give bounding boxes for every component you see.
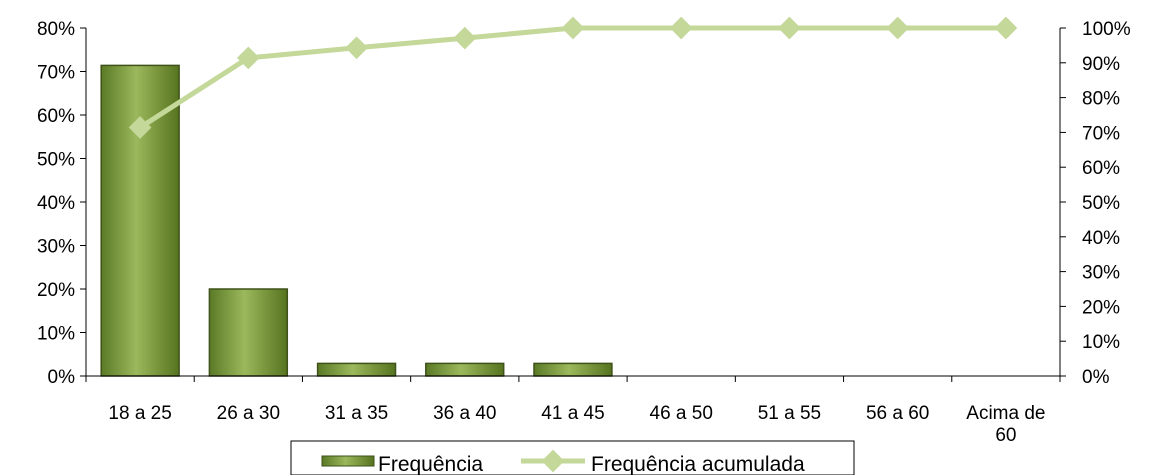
y-right-tick-label: 50% — [1082, 193, 1120, 214]
y-right-tick-label: 70% — [1082, 123, 1120, 144]
x-tick-label: 51 a 55 — [758, 403, 821, 424]
x-tick-label: 18 a 25 — [108, 403, 171, 424]
x-tick-label: 26 a 30 — [217, 403, 280, 424]
y-left-tick-label: 40% — [37, 193, 75, 214]
cumulative-point — [778, 16, 801, 40]
cumulative-point — [669, 16, 693, 40]
x-tick-label: 36 a 40 — [433, 403, 496, 424]
x-tick-label: 31 a 35 — [325, 403, 388, 424]
bar-41-a-45 — [533, 362, 613, 377]
cumulative-point — [886, 16, 910, 40]
legend-bar-swatch — [321, 455, 375, 467]
y-right-tick-label: 20% — [1082, 297, 1120, 318]
x-tick-label: 46 a 50 — [650, 403, 713, 424]
y-right-tick-label: 100% — [1082, 19, 1131, 40]
y-right-tick-label: 60% — [1082, 158, 1120, 179]
axes-layer — [80, 27, 1066, 382]
y-right-tick-label: 0% — [1082, 367, 1110, 388]
cumulative-point — [345, 36, 368, 60]
y-left-tick-label: 20% — [37, 280, 75, 301]
y-left-tick-label: 0% — [48, 367, 76, 388]
y-left-tick-label: 80% — [37, 19, 75, 40]
bar-31-a-35 — [316, 362, 397, 377]
cumulative-point — [453, 26, 477, 50]
bar-26-a-30 — [208, 288, 289, 377]
y-left-tick-label: 30% — [37, 237, 75, 258]
x-tick-label: Acima de 60 — [966, 403, 1045, 446]
legend-label-frequencia: Frequência — [378, 453, 483, 475]
y-right-tick-label: 30% — [1082, 263, 1120, 284]
legend-box — [290, 440, 855, 475]
y-left-tick-label: 50% — [37, 150, 75, 171]
y-right-tick-label: 80% — [1082, 89, 1120, 110]
x-tick-label: 41 a 45 — [541, 403, 604, 424]
y-left-tick-label: 60% — [37, 106, 75, 127]
y-left-tick-label: 70% — [37, 63, 75, 84]
labels-layer: 0% 10% 20% 30% 40% 50% 60% 70% 80% 0% 10% 20% 30% 40%… — [37, 19, 1131, 446]
x-tick-label: 56 a 60 — [866, 403, 929, 424]
bars-layer — [100, 64, 613, 377]
y-right-tick-label: 10% — [1082, 332, 1120, 353]
y-right-tick-label: 40% — [1082, 228, 1120, 249]
cumulative-line-layer — [128, 16, 1018, 139]
legend-label-frequencia-acumulada: Frequência acumulada — [591, 453, 805, 475]
y-left-tick-label: 10% — [37, 324, 75, 345]
y-right-tick-label: 90% — [1082, 54, 1120, 75]
legend-line-marker — [541, 449, 565, 473]
legend: Frequência Frequência acumulada — [290, 440, 855, 475]
cumulative-point — [994, 16, 1018, 40]
cumulative-point — [561, 16, 585, 40]
bar-36-a-40 — [425, 362, 505, 377]
cumulative-line — [138, 25, 1006, 130]
